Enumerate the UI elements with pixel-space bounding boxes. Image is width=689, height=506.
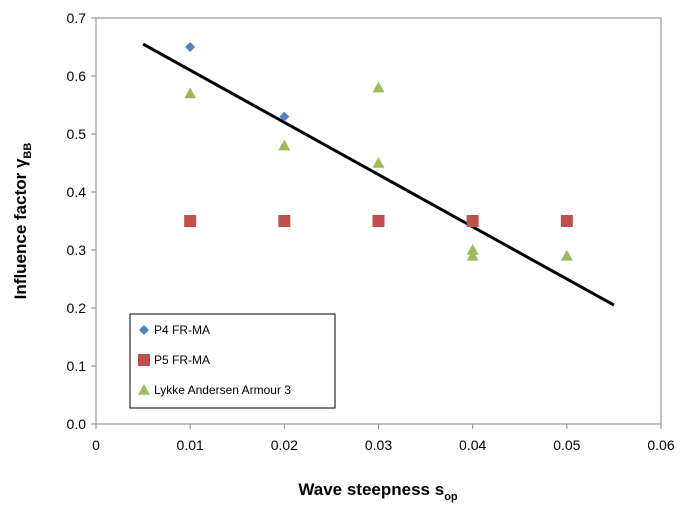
data-point-diamond	[279, 111, 290, 122]
legend-marker-diamond	[139, 325, 149, 335]
data-point-square	[278, 215, 291, 227]
trend-line-group	[142, 42, 615, 307]
x-axis-title: Wave steepness sop	[298, 480, 458, 503]
data-point-triangle	[466, 249, 479, 261]
trend-line	[142, 42, 615, 307]
x-tick-label: 0.05	[553, 437, 580, 453]
series-diamond	[185, 42, 290, 122]
data-point-triangle	[184, 87, 197, 99]
legend-marker-triangle	[138, 384, 150, 395]
data-point-triangle	[466, 244, 479, 255]
legend-items: P4 FR-MA P5 FR-MA Lykke Andersen Armour 3	[138, 323, 291, 397]
x-tick-label: 0	[92, 437, 100, 453]
x-axis-title-sub: op	[444, 491, 458, 503]
y-axis-title: Influence factor γBB	[11, 143, 34, 300]
data-points	[184, 42, 573, 261]
data-point-triangle	[560, 249, 573, 261]
y-tick-label: 0.2	[67, 300, 87, 316]
legend-marker-square	[138, 354, 150, 366]
legend-label: Lykke Andersen Armour 3	[154, 383, 291, 397]
y-tick-label: 0.7	[67, 10, 87, 26]
y-tick-label: 0.3	[67, 242, 87, 258]
x-tick-label: 0.06	[647, 437, 674, 453]
y-axis-title-main: Influence factor γ	[11, 158, 30, 299]
legend-label: P4 FR-MA	[154, 323, 210, 337]
x-tick-label: 0.03	[365, 437, 392, 453]
data-point-square	[184, 215, 197, 227]
data-point-diamond	[185, 42, 196, 52]
data-point-triangle	[278, 139, 291, 151]
y-tick-label: 0.5	[67, 126, 87, 142]
data-point-triangle	[372, 81, 385, 93]
y-tick-label: 0.6	[67, 68, 87, 84]
x-axis-title-main: Wave steepness s	[298, 480, 444, 499]
legend-label: P5 FR-MA	[154, 353, 210, 367]
y-tick-label: 0.4	[67, 184, 87, 200]
y-axis-title-sub: BB	[22, 143, 34, 159]
legend: P4 FR-MA P5 FR-MA Lykke Andersen Armour 3	[129, 313, 336, 409]
axes: 0 0.01 0.02 0.03 0.04 0.05 0.06 0.0 0.1 0.2 0.3 0.4…	[67, 10, 675, 453]
legend-box	[129, 313, 336, 409]
series-triangle	[184, 81, 573, 261]
x-tick-label: 0.01	[177, 437, 204, 453]
x-tick-label: 0.02	[271, 437, 298, 453]
y-tick-label: 0.0	[67, 416, 87, 432]
x-tick-label: 0.04	[459, 437, 486, 453]
y-tick-label: 0.1	[67, 358, 87, 374]
data-point-square	[372, 215, 385, 227]
data-point-square	[466, 215, 479, 227]
data-point-square	[560, 215, 573, 227]
series-square	[184, 215, 573, 227]
data-point-triangle	[372, 157, 385, 168]
